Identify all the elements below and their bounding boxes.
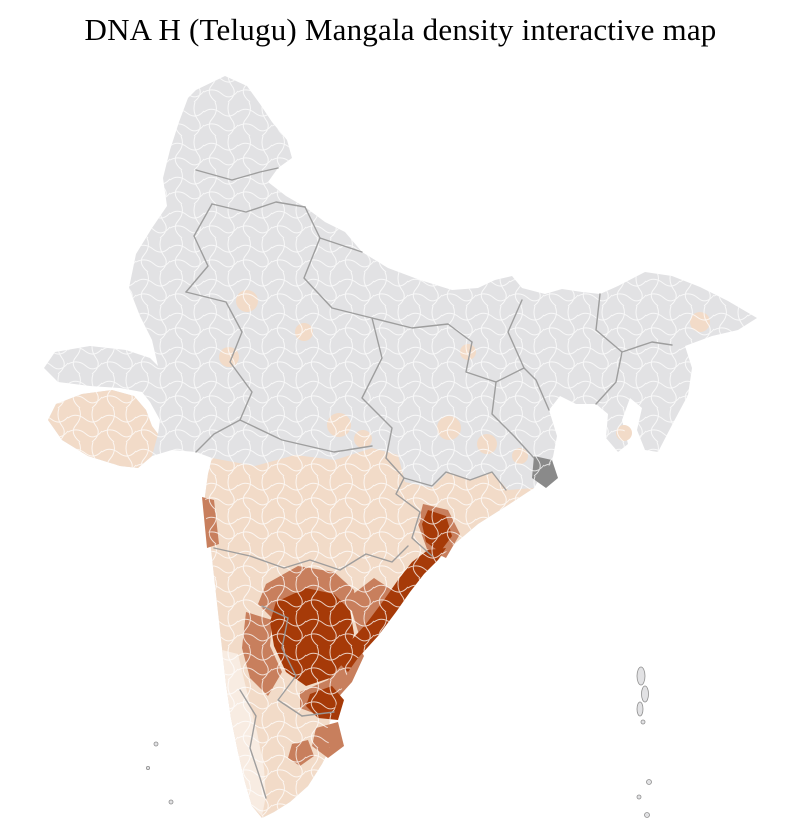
andaman-island[interactable]	[641, 685, 649, 703]
layer-islands	[145, 666, 652, 818]
state-border-line	[301, 711, 335, 717]
state-border-line	[195, 167, 279, 181]
state-border-line	[239, 689, 267, 799]
region-north-district-low[interactable]	[437, 416, 461, 440]
state-border-line	[595, 351, 623, 405]
andaman-island[interactable]	[636, 701, 644, 717]
state-border-line	[507, 299, 525, 369]
andaman-island[interactable]	[636, 666, 646, 686]
region-bihar-district-low[interactable]	[460, 344, 476, 360]
lakshadweep-island[interactable]	[168, 799, 174, 805]
state-border-line	[211, 201, 306, 213]
nicobar-island[interactable]	[644, 812, 650, 818]
region-north-district-low[interactable]	[354, 430, 372, 448]
state-border-line	[261, 605, 303, 717]
state-border-line	[213, 545, 409, 571]
lakshadweep-island[interactable]	[153, 741, 159, 747]
region-north-district-low[interactable]	[295, 323, 313, 341]
state-border-line	[304, 206, 363, 253]
state-border-line	[239, 419, 373, 453]
state-borders	[185, 167, 673, 799]
map-title: DNA H (Telugu) Mangala density interacti…	[84, 12, 717, 47]
region-northeast-district-low[interactable]	[690, 312, 710, 332]
state-border-line	[361, 317, 393, 459]
lakshadweep-island[interactable]	[145, 766, 150, 771]
region-north-district-low[interactable]	[236, 290, 258, 312]
state-border-line	[395, 477, 433, 557]
nicobar-island[interactable]	[646, 779, 652, 785]
region-north-district-low[interactable]	[219, 347, 239, 367]
region-saurashtra-low[interactable]	[48, 390, 158, 468]
state-border-line	[491, 381, 535, 459]
region-north-district-low[interactable]	[512, 448, 528, 464]
region-north-district-low[interactable]	[477, 434, 497, 454]
state-border-line	[465, 341, 550, 411]
region-tripura-district-low[interactable]	[616, 425, 632, 441]
region-north-district-low[interactable]	[327, 413, 351, 437]
nicobar-island[interactable]	[636, 794, 642, 800]
state-border-line	[185, 203, 213, 293]
state-border-line	[185, 291, 253, 453]
andaman-island[interactable]	[640, 719, 646, 725]
